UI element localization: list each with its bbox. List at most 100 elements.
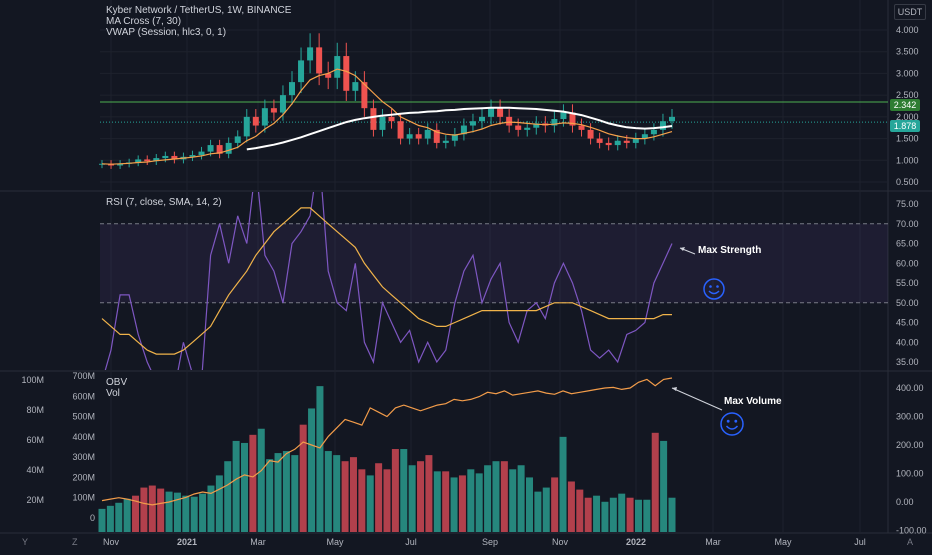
- volume-bar: [157, 488, 165, 532]
- x-tick-label: Jul: [854, 537, 866, 547]
- x-tick-label: Nov: [103, 537, 120, 547]
- candle-body: [488, 108, 495, 117]
- rsi-tick-label: 55.00: [896, 278, 919, 288]
- volume-bar: [366, 475, 374, 532]
- volume-bar: [199, 493, 207, 532]
- volume-bar: [500, 461, 508, 532]
- rsi-lines: [101, 192, 673, 370]
- volume-bar: [542, 487, 550, 532]
- volume-bar: [408, 465, 416, 532]
- candle-body: [198, 151, 205, 156]
- smiley-eye: [716, 285, 719, 288]
- rsi-tick-label: 40.00: [896, 337, 919, 347]
- candle-body: [479, 116, 485, 122]
- candle-body: [325, 73, 332, 78]
- last-price-label: 1.878: [890, 120, 920, 132]
- volume-tick-label: 100M: [72, 493, 95, 503]
- volume-bar: [358, 469, 366, 532]
- x-tick-label: 2022: [626, 537, 646, 547]
- rsi-tick-label: 70.00: [896, 219, 919, 229]
- vwap-line: [246, 106, 673, 151]
- volume-bar: [190, 496, 198, 532]
- ma-fast-line: [101, 68, 673, 165]
- smiley-eye: [734, 419, 738, 423]
- candle-body: [587, 129, 594, 139]
- smiley-face: [720, 412, 744, 436]
- candle-body: [334, 56, 341, 78]
- candle-body: [451, 134, 458, 141]
- volume-bar: [634, 499, 642, 532]
- candle-body: [298, 60, 305, 83]
- candle-body: [189, 155, 196, 157]
- candle-body: [207, 145, 214, 152]
- volume-bar: [559, 436, 567, 532]
- candle-body: [135, 159, 142, 163]
- rsi-tick-label: 60.00: [896, 258, 919, 268]
- volume-bar: [115, 502, 123, 532]
- obv-left-tick-label: 20M: [26, 495, 44, 505]
- candle-body: [289, 82, 295, 96]
- max-strength-annotation: Max Strength: [698, 245, 762, 256]
- obv-line: [101, 377, 673, 506]
- candle-body: [433, 129, 440, 143]
- smiley-mouth: [725, 425, 739, 430]
- volume-tick-label: 600M: [72, 391, 95, 401]
- volume-bar: [140, 487, 148, 532]
- volume-bar: [467, 469, 475, 532]
- volume-bar: [274, 453, 282, 532]
- candle-body: [379, 116, 386, 130]
- price-tick-label: 3.000: [896, 68, 919, 78]
- candle-body: [497, 108, 504, 117]
- candle-body: [650, 129, 657, 135]
- volume-bar: [341, 461, 349, 532]
- candle-body: [243, 116, 250, 137]
- volume-bar: [282, 451, 290, 532]
- candle-body: [252, 116, 259, 126]
- candle-body: [623, 140, 630, 143]
- candle-body: [316, 47, 323, 74]
- vwap-label: VWAP (Session, hlc3, 0, 1): [106, 27, 227, 38]
- price-tick-label: 2.000: [896, 112, 919, 122]
- volume-bar: [106, 505, 114, 532]
- price-title: Kyber Network / TetherUS, 1W, BINANCE: [106, 5, 292, 16]
- volume-bar: [517, 465, 525, 532]
- candle-body: [397, 121, 404, 139]
- corner-label-left[interactable]: Y: [22, 537, 29, 547]
- volume-bar: [98, 508, 106, 532]
- volume-bar: [425, 455, 433, 532]
- rsi-tick-label: 35.00: [896, 357, 919, 367]
- x-tick-label: May: [774, 537, 792, 547]
- corner-label-right[interactable]: A: [907, 537, 914, 547]
- volume-bar: [215, 475, 223, 532]
- candle-body: [225, 142, 232, 154]
- rsi-band: [100, 223, 888, 303]
- currency-badge[interactable]: USDT: [894, 4, 926, 20]
- volume-bar: [584, 497, 592, 532]
- volume-bar: [492, 461, 500, 532]
- candle-body: [578, 125, 585, 130]
- volume-bar: [308, 408, 316, 532]
- volume-bar: [383, 469, 391, 532]
- x-tick-label: Jul: [405, 537, 417, 547]
- volume-tick-label: 300M: [72, 452, 95, 462]
- price-tick-label: 0.500: [896, 177, 919, 187]
- rsi-legend: RSI (7, close, SMA, 14, 2): [106, 197, 222, 208]
- price-legend: Kyber Network / TetherUS, 1W, BINANCE MA…: [106, 5, 291, 38]
- volume-legend: OBV Vol: [106, 377, 127, 399]
- rsi-tick-label: 75.00: [896, 199, 919, 209]
- volume-bar: [593, 495, 601, 532]
- candle-body: [669, 116, 675, 122]
- volume-bar: [299, 424, 307, 532]
- volume-bar: [509, 469, 517, 532]
- candle-body: [524, 127, 531, 130]
- volume-bar: [182, 495, 190, 532]
- smiley-eye: [726, 419, 730, 423]
- corner-label-mid[interactable]: Z: [72, 537, 78, 547]
- smiley-face: [703, 278, 725, 300]
- volume-bar: [232, 440, 240, 532]
- volume-bar: [400, 449, 408, 532]
- rsi-tick-label: 65.00: [896, 239, 919, 249]
- smiley-face-icon: [720, 412, 744, 436]
- candle-body: [415, 134, 422, 139]
